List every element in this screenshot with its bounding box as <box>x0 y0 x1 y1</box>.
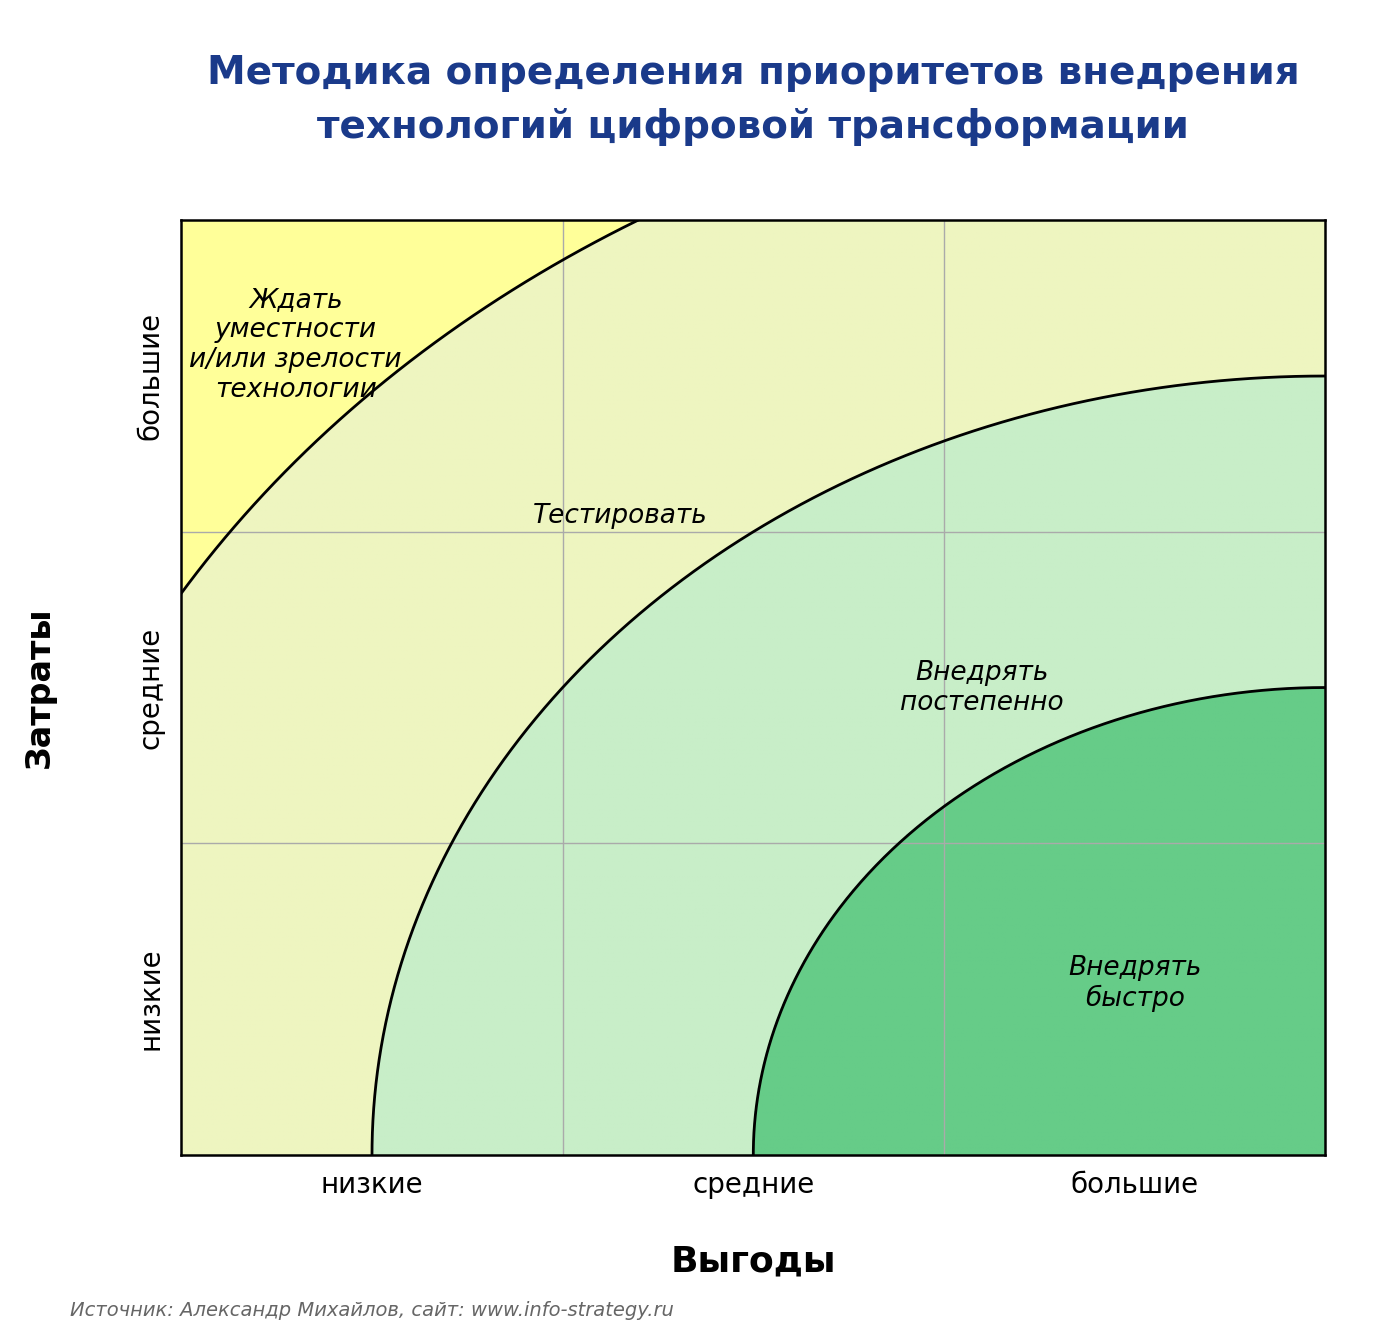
Text: Тестировать: Тестировать <box>533 503 707 529</box>
Text: Ждать
уместности
и/или зрелости
технологии: Ждать уместности и/или зрелости технолог… <box>190 287 402 403</box>
Text: Источник: Александр Михайлов, сайт: www.info-strategy.ru: Источник: Александр Михайлов, сайт: www.… <box>70 1302 674 1320</box>
Text: Методика определения приоритетов внедрения: Методика определения приоритетов внедрен… <box>206 55 1300 92</box>
Text: технологий цифровой трансформации: технологий цифровой трансформации <box>318 108 1190 146</box>
Text: Внедрять
постепенно: Внедрять постепенно <box>900 659 1064 716</box>
Text: Выгоды: Выгоды <box>671 1244 836 1279</box>
Text: Затраты: Затраты <box>22 606 56 769</box>
Text: Внедрять
быстро: Внедрять быстро <box>1069 955 1201 1012</box>
